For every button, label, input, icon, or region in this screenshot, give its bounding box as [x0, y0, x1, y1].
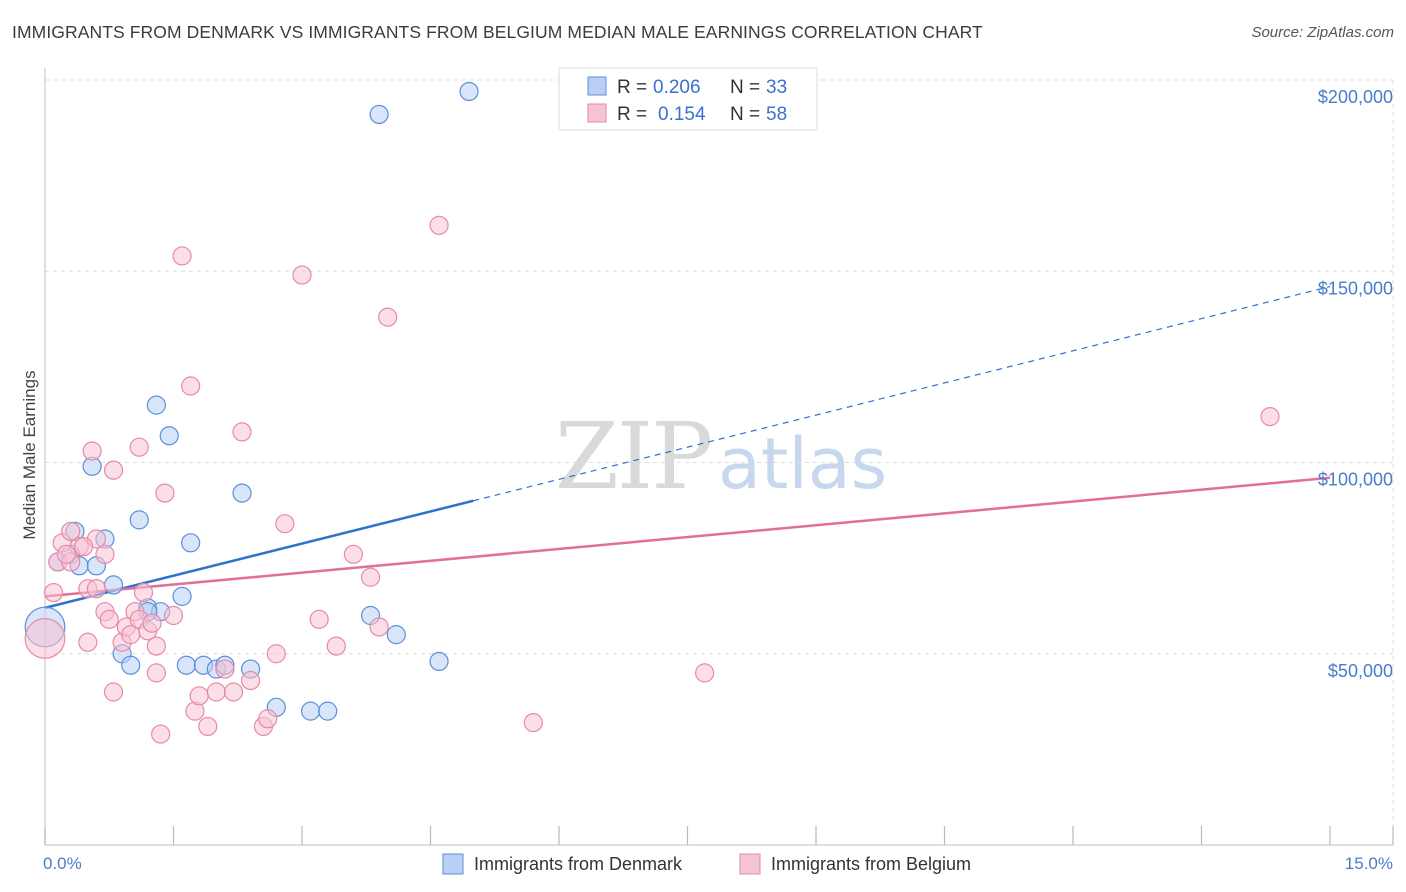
belgium-point-14 [99, 609, 119, 629]
series-denmark-points [24, 81, 479, 721]
belgium-point-29 [163, 605, 184, 626]
y-tick-labels: $50,000 $100,000 $150,000 $200,000 [1318, 87, 1393, 681]
belgium-point-39 [241, 670, 261, 691]
belgium-point-16 [103, 682, 124, 702]
belgium-point-36 [215, 659, 235, 679]
belgium-point-8 [78, 632, 98, 652]
belgium-point-57 [142, 613, 162, 633]
y-tick-label-0: $50,000 [1328, 661, 1393, 681]
x-tick-labels: 0.0% 15.0% [43, 854, 1393, 873]
belgium-point-15 [103, 460, 124, 480]
belgium-point-30 [172, 246, 192, 266]
denmark-point-13 [146, 395, 166, 415]
x-tick-label-max: 15.0% [1345, 854, 1393, 873]
trend-line-denmark-extension [473, 285, 1331, 502]
denmark-point-22 [232, 483, 252, 503]
legend-belgium-r-value: 0.154 [658, 104, 706, 125]
belgium-point-49 [369, 617, 389, 637]
denmark-point-17 [176, 655, 196, 675]
belgium-point-10 [86, 579, 107, 599]
belgium-point-56 [73, 537, 94, 557]
belgium-point-44 [292, 265, 312, 285]
belgium-point-43 [275, 514, 295, 534]
belgium-point-55 [56, 544, 77, 564]
belgium-point-33 [189, 686, 209, 706]
legend-denmark-n-label: N = [730, 77, 760, 98]
belgium-point-50 [378, 307, 398, 327]
series-belgium-points [24, 215, 1280, 744]
belgium-point-46 [326, 636, 346, 656]
belgium-point-31 [181, 376, 201, 396]
belgium-point-38 [232, 422, 252, 442]
denmark-point-31 [459, 81, 479, 102]
source-credit: Source: ZipAtlas.com [1251, 24, 1394, 41]
belgium-point-45 [309, 609, 329, 629]
belgium-point-54 [1260, 407, 1280, 427]
belgium-point-52 [523, 712, 543, 733]
legend-belgium-r-label: R = [617, 104, 647, 125]
watermark-zip: ZIP [555, 403, 711, 510]
denmark-point-10 [121, 655, 141, 675]
denmark-point-11 [129, 510, 149, 530]
denmark-point-8 [103, 575, 124, 595]
denmark-point-16 [172, 586, 192, 606]
correlation-legend: R = 0.206 N = 33 R = 0.154 N = 58 [558, 67, 818, 131]
bottom-legend-swatch-denmark [442, 853, 464, 875]
belgium-point-0 [24, 618, 66, 659]
belgium-point-28 [155, 483, 175, 503]
belgium-point-34 [198, 716, 218, 737]
denmark-point-18 [181, 533, 201, 553]
belgium-point-9 [82, 441, 102, 461]
belgium-point-5 [61, 521, 81, 541]
belgium-point-53 [695, 663, 715, 683]
belgium-point-41 [258, 709, 278, 729]
belgium-point-25 [146, 636, 166, 656]
bottom-legend-belgium: Immigrants from Belgium [771, 854, 971, 874]
belgium-point-37 [223, 682, 244, 702]
belgium-point-48 [360, 567, 381, 587]
belgium-point-21 [129, 437, 149, 457]
denmark-point-25 [300, 701, 321, 721]
watermark: ZIP atlas [555, 403, 887, 510]
legend-swatch-belgium [587, 103, 607, 123]
legend-belgium-n-label: N = [730, 104, 760, 125]
legend-belgium-n-value: 58 [766, 104, 787, 125]
belgium-point-51 [429, 215, 449, 235]
legend-swatch-denmark [587, 76, 607, 96]
legend-denmark-r-label: R = [617, 77, 647, 98]
trend-lines [44, 285, 1331, 610]
x-tick-label-min: 0.0% [43, 854, 82, 873]
denmark-point-26 [318, 701, 338, 721]
legend-denmark-n-value: 33 [766, 77, 787, 98]
legend-denmark-r-value: 0.206 [653, 77, 701, 98]
belgium-point-26 [146, 663, 166, 683]
belgium-point-47 [343, 544, 363, 564]
watermark-atlas: atlas [718, 423, 887, 505]
denmark-point-29 [429, 651, 449, 672]
denmark-point-30 [369, 104, 389, 125]
chart-title: IMMIGRANTS FROM DENMARK VS IMMIGRANTS FR… [12, 22, 983, 42]
belgium-point-23 [133, 582, 154, 603]
bottom-legend-denmark: Immigrants from Denmark [474, 854, 683, 874]
belgium-point-12 [95, 544, 115, 564]
series-legend: Immigrants from Denmark Immigrants from … [442, 853, 971, 875]
belgium-point-42 [266, 644, 286, 664]
denmark-point-28 [386, 625, 406, 645]
denmark-point-15 [159, 426, 179, 446]
belgium-point-1 [43, 582, 64, 603]
y-tick-label-2: $150,000 [1318, 278, 1393, 298]
belgium-point-35 [206, 682, 226, 702]
bottom-legend-swatch-belgium [739, 853, 761, 875]
axes [44, 68, 1394, 846]
y-axis-label: Median Male Earnings [20, 370, 39, 539]
y-tick-label-3: $200,000 [1318, 87, 1393, 107]
y-tick-label-1: $100,000 [1318, 470, 1393, 490]
belgium-point-27 [151, 724, 171, 744]
trend-line-belgium [44, 476, 1331, 598]
